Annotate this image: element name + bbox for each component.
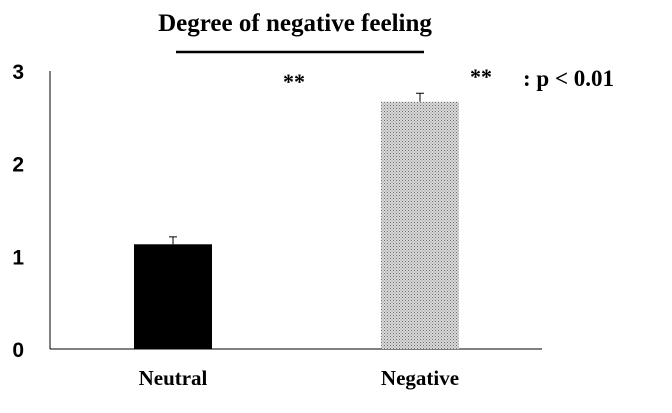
- significance-bar-marker: **: [470, 64, 492, 89]
- x-tick-label-neutral: Neutral: [139, 366, 208, 390]
- error-bars: [169, 92, 424, 245]
- x-tick-labels: Neutral Negative: [139, 366, 459, 390]
- y-tick-label: 1: [12, 246, 24, 269]
- y-tick-label: 3: [12, 61, 24, 84]
- bar-negative: [381, 101, 459, 349]
- y-tick-label: 2: [12, 154, 24, 177]
- bar-neutral: [134, 244, 212, 349]
- y-ticks: 0 1 2 3: [12, 61, 24, 362]
- y-tick-label: 0: [12, 339, 24, 362]
- x-tick-label-negative: Negative: [381, 366, 459, 390]
- significance-comparison-marker: **: [283, 69, 305, 94]
- chart-title: Degree of negative feeling: [158, 10, 432, 37]
- axes: [49, 71, 542, 350]
- significance-legend: : p < 0.01: [523, 66, 614, 91]
- bars: [134, 101, 459, 349]
